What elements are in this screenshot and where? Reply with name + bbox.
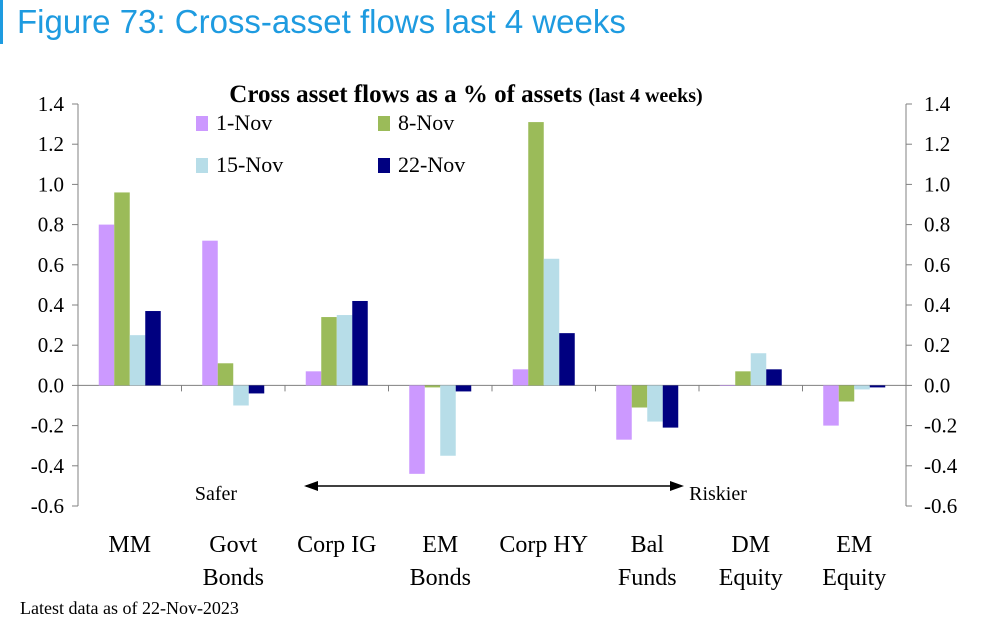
x-tick-label: DM xyxy=(731,532,770,558)
legend-swatch-1-nov xyxy=(196,116,208,131)
y-tick-label-right: -0.6 xyxy=(924,494,957,518)
bar-22-nov-2 xyxy=(352,300,368,386)
bar-22-nov-0 xyxy=(145,311,161,386)
bar-22-nov-7 xyxy=(869,385,886,388)
y-tick-label-right: 0.0 xyxy=(924,373,950,397)
legend-label-15-nov: 15-Nov xyxy=(216,152,283,177)
legend-label-8-nov: 8-Nov xyxy=(398,110,454,135)
y-tick-label-right: -0.4 xyxy=(924,454,958,478)
bar-15-nov-0 xyxy=(129,335,146,386)
y-tick-label-left: 0.2 xyxy=(38,333,64,357)
x-tick-label: Bal xyxy=(631,532,665,558)
x-tick-label: Bonds xyxy=(410,565,471,591)
bar-1-nov-0 xyxy=(98,224,115,386)
bar-1-nov-7 xyxy=(823,385,839,426)
bar-8-nov-2 xyxy=(321,317,337,386)
bar-8-nov-6 xyxy=(735,371,751,386)
x-tick-label: Equity xyxy=(719,565,783,591)
y-tick-label-left: 0.8 xyxy=(38,213,64,237)
y-tick-label-left: 0.0 xyxy=(38,373,64,397)
bar-15-nov-3 xyxy=(440,385,456,456)
bar-15-nov-6 xyxy=(750,353,767,386)
arrow-head-right xyxy=(670,481,684,491)
y-tick-label-left: -0.6 xyxy=(31,494,64,518)
axis-labels: 1.4 1.4 1.2 1.2 1.0 1.0 0.8 0.8 0.6 0.6 0.4 0.4 0.2 0… xyxy=(31,92,958,591)
y-tick-label-right: 1.4 xyxy=(924,92,951,116)
chart-title: Cross asset flows as a % of assets (last … xyxy=(229,81,702,108)
bar-1-nov-1 xyxy=(202,240,218,386)
x-tick-label: Corp HY xyxy=(499,532,588,558)
y-tick-label-right: 0.2 xyxy=(924,333,950,357)
legend: 1-Nov 8-Nov 15-Nov 22-Nov xyxy=(196,110,465,177)
bar-15-nov-4 xyxy=(543,258,560,386)
y-tick-label-left: 0.6 xyxy=(38,253,64,277)
x-tick-label: Equity xyxy=(822,565,886,591)
bar-1-nov-5 xyxy=(616,385,632,440)
bar-1-nov-4 xyxy=(512,369,529,386)
x-tick-label: Bonds xyxy=(203,565,264,591)
y-tick-label-left: -0.2 xyxy=(31,414,64,438)
bar-8-nov-3 xyxy=(424,385,441,388)
bar-8-nov-1 xyxy=(217,363,234,386)
x-tick-label: Govt xyxy=(209,532,257,558)
footnote: Latest data as of 22-Nov-2023 xyxy=(20,598,239,618)
bar-8-nov-4 xyxy=(528,122,544,386)
bar-8-nov-5 xyxy=(631,385,648,408)
bar-15-nov-7 xyxy=(854,385,870,390)
x-tick-label: Corp IG xyxy=(297,532,376,558)
bar-22-nov-4 xyxy=(559,333,575,386)
y-tick-label-right: 1.0 xyxy=(924,172,950,196)
bar-1-nov-6 xyxy=(719,385,736,386)
bar-22-nov-5 xyxy=(662,385,679,428)
y-tick-label-left: 1.4 xyxy=(38,92,65,116)
x-tick-label: Funds xyxy=(618,565,677,591)
y-tick-label-right: 0.8 xyxy=(924,213,950,237)
y-tick-label-left: 1.2 xyxy=(38,132,64,156)
chart-title-main: Cross asset flows as a % of assets xyxy=(229,81,582,108)
annotation-safer: Safer xyxy=(195,483,238,505)
legend-swatch-22-nov xyxy=(378,158,390,173)
arrow-head-left xyxy=(304,481,318,491)
legend-swatch-8-nov xyxy=(378,116,390,131)
bar-1-nov-2 xyxy=(305,371,322,386)
bar-8-nov-7 xyxy=(838,385,855,402)
bar-22-nov-3 xyxy=(455,385,472,392)
bar-15-nov-1 xyxy=(233,385,249,406)
legend-label-1-nov: 1-Nov xyxy=(216,110,272,135)
y-tick-label-left: 1.0 xyxy=(38,172,64,196)
legend-swatch-15-nov xyxy=(196,158,208,173)
y-tick-label-right: 0.6 xyxy=(924,253,950,277)
bar-15-nov-2 xyxy=(336,315,353,386)
x-tick-label: MM xyxy=(108,532,151,558)
legend-label-22-nov: 22-Nov xyxy=(398,152,465,177)
bars xyxy=(98,122,886,474)
annotation-riskier: Riskier xyxy=(689,483,747,505)
y-tick-label-left: -0.4 xyxy=(31,454,65,478)
annotation: Safer Riskier xyxy=(195,481,747,505)
bar-22-nov-1 xyxy=(248,385,265,394)
bar-22-nov-6 xyxy=(766,369,782,386)
y-tick-label-right: 0.4 xyxy=(924,293,951,317)
x-tick-label: EM xyxy=(422,532,458,558)
x-tick-label: EM xyxy=(836,532,872,558)
y-tick-label-left: 0.4 xyxy=(38,293,65,317)
bar-15-nov-5 xyxy=(647,385,663,422)
chart-title-suffix: (last 4 weeks) xyxy=(588,85,702,107)
bar-1-nov-3 xyxy=(409,385,425,474)
figure-title: Figure 73: Cross-asset flows last 4 week… xyxy=(0,0,626,44)
bar-8-nov-0 xyxy=(114,192,130,386)
y-tick-label-right: 1.2 xyxy=(924,132,950,156)
y-tick-label-right: -0.2 xyxy=(924,414,957,438)
